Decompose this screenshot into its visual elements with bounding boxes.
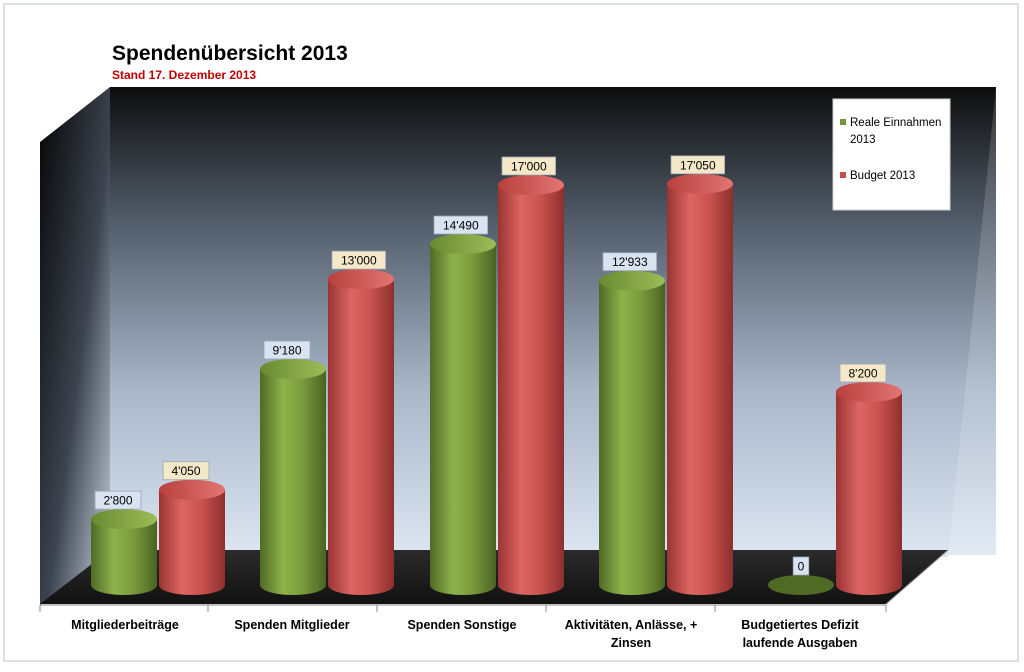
- data-label-text: 0: [798, 560, 805, 574]
- legend-label-real-line1: Reale Einnahmen: [850, 117, 941, 129]
- bar-body: [667, 183, 733, 595]
- data-label-budget-2: 17'000: [501, 156, 556, 176]
- bar-budget-4: [836, 382, 902, 595]
- data-label-real-2: 14'490: [433, 215, 488, 235]
- bar-cap: [328, 269, 394, 290]
- x-ticks: [39, 605, 887, 612]
- data-label-box: [792, 556, 810, 576]
- data-label-budget-0: 4'050: [162, 461, 210, 481]
- bar-body: [159, 489, 225, 595]
- data-label-box: [94, 490, 142, 510]
- bar-body: [91, 519, 157, 595]
- data-label-text: 4'050: [172, 464, 201, 478]
- category-label-4-line0: Budgetiertes Defizit: [741, 618, 859, 632]
- value-labels: 2'800 4'050 9'180 13'000 14'490 17'000 12'933 1…: [94, 155, 887, 576]
- bar-cap: [498, 175, 564, 195]
- data-label-budget-1: 13'000: [331, 250, 386, 270]
- data-label-box: [839, 363, 887, 383]
- data-label-box: [602, 252, 657, 272]
- data-label-box: [670, 155, 725, 175]
- data-label-real-0: 2'800: [94, 490, 142, 510]
- legend-marker-real: [840, 119, 846, 125]
- bar-body: [498, 185, 564, 595]
- bar-real-0: [91, 509, 157, 595]
- legend-label-budget: Budget 2013: [850, 170, 915, 182]
- chart-title: Spendenübersicht 2013: [112, 42, 348, 65]
- category-labels: Mitgliederbeiträge Spenden Mitglieder Spen…: [71, 618, 859, 650]
- data-label-real-3: 12'933: [602, 252, 657, 272]
- legend-box: [832, 98, 951, 211]
- bar-budget-1: [328, 269, 394, 595]
- data-label-box: [501, 156, 556, 176]
- category-label-2-line0: Spenden Sonstige: [407, 618, 516, 632]
- bar-cap: [430, 234, 496, 255]
- data-label-box: [263, 340, 311, 360]
- data-label-text: 17'000: [511, 160, 547, 174]
- data-label-text: 14'490: [443, 219, 479, 233]
- data-label-box: [162, 461, 210, 481]
- bar-budget-2: [498, 175, 564, 595]
- data-label-text: 17'050: [680, 158, 716, 172]
- data-label-text: 9'180: [273, 344, 302, 358]
- data-label-text: 8'200: [849, 367, 878, 381]
- bar-body: [328, 279, 394, 595]
- bar-cap: [836, 382, 902, 403]
- legend-marker-budget: [840, 172, 846, 178]
- data-label-box: [331, 250, 386, 270]
- bars: [91, 173, 902, 595]
- bar-body: [430, 244, 496, 595]
- floor-edge: [885, 549, 949, 605]
- data-label-text: 12'933: [612, 255, 648, 269]
- data-label-box: [433, 215, 488, 235]
- data-label-real-1: 9'180: [263, 340, 311, 360]
- bar-body: [836, 392, 902, 595]
- bar-cap: [599, 270, 665, 291]
- category-label-3-line1: Zinsen: [611, 636, 651, 650]
- bar-body: [599, 280, 665, 595]
- category-label-3-line0: Aktivitäten, Anlässe, +: [565, 618, 698, 632]
- bar-real-1: [260, 359, 326, 595]
- category-label-4-line1: laufende Ausgaben: [743, 636, 858, 650]
- category-label-0-line0: Mitgliederbeiträge: [71, 618, 179, 632]
- chart-subtitle: Stand 17. Dezember 2013: [112, 68, 256, 82]
- data-label-text: 13'000: [341, 254, 377, 268]
- legend-label-real-line2: 2013: [850, 134, 876, 146]
- bar-real-2: [430, 234, 496, 595]
- bar-cap: [260, 359, 326, 379]
- data-label-budget-3: 17'050: [670, 155, 725, 175]
- data-label-real-4: 0: [792, 556, 810, 576]
- side-wall: [40, 87, 110, 605]
- bar-budget-0: [159, 479, 225, 595]
- bar-cap: [159, 479, 225, 500]
- bar-budget-3: [667, 173, 733, 595]
- category-label-1-line0: Spenden Mitglieder: [234, 618, 349, 632]
- bar-body: [260, 369, 326, 595]
- bar-real-4: [768, 575, 834, 595]
- bar-cap: [91, 509, 157, 530]
- data-label-budget-4: 8'200: [839, 363, 887, 383]
- bar-cap: [768, 575, 834, 595]
- data-label-text: 2'800: [104, 494, 133, 508]
- legend: Reale Einnahmen 2013 Budget 2013: [832, 98, 951, 211]
- bar-real-3: [599, 270, 665, 595]
- bar-cap: [667, 173, 733, 194]
